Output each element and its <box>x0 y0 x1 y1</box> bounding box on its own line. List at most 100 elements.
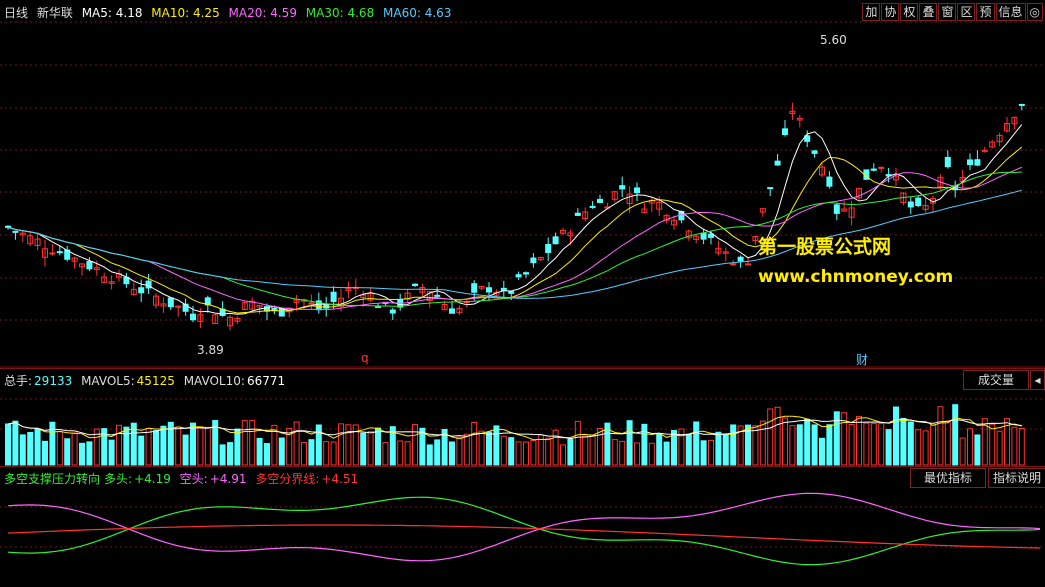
volume-bar <box>1011 426 1018 466</box>
candle-body <box>700 232 707 240</box>
rights-button[interactable]: 权 <box>900 3 919 21</box>
volume-chart[interactable] <box>0 369 1045 466</box>
candle-body <box>1004 122 1010 132</box>
candle-body <box>190 313 196 321</box>
candle-body <box>160 303 167 307</box>
candle-body <box>175 305 182 308</box>
volume-bar <box>604 422 611 466</box>
volume-bar <box>345 424 352 466</box>
volume-bar <box>34 428 41 466</box>
candle-body <box>227 316 233 327</box>
low-price-label: 3.89 <box>197 343 224 357</box>
volume-bar <box>190 422 196 466</box>
indicator-panel[interactable]: 多空支撑压力转向 多头: +4.19 空头: +4.91 多空分界线: +4.51 最优… <box>0 466 1045 587</box>
candle-body <box>197 314 204 322</box>
add-button[interactable]: 加 <box>862 3 881 21</box>
volume-bar <box>197 426 204 466</box>
candle-body <box>752 235 759 242</box>
candle-body <box>767 187 774 190</box>
ma5-label: MA5: 4.18 <box>81 6 143 20</box>
volume-bar <box>774 406 781 466</box>
candle-body <box>360 294 367 299</box>
volume-bar <box>796 424 803 466</box>
volume-bar <box>182 434 189 466</box>
candle-body <box>789 110 796 114</box>
candle-body <box>293 299 300 303</box>
mavol10-line <box>7 418 1022 440</box>
range-button[interactable]: 区 <box>957 3 976 21</box>
volume-bar <box>264 443 270 466</box>
volume-tab[interactable]: 成交量 <box>963 370 1029 390</box>
volume-bar <box>278 437 285 466</box>
candle-body <box>71 257 78 262</box>
candle-body <box>86 261 93 270</box>
volume-bar <box>167 421 174 466</box>
volume-bar <box>930 424 936 466</box>
volume-bar <box>752 425 759 466</box>
volume-bar <box>360 432 367 466</box>
volume-bar <box>500 435 507 466</box>
candle-body <box>582 211 589 219</box>
volume-bar <box>463 433 470 466</box>
price-panel[interactable]: 日线 新华联 MA5: 4.18 MA10: 4.25 MA20: 4.59 M… <box>0 0 1045 368</box>
indicator-chart[interactable] <box>0 467 1045 587</box>
volume-bar <box>589 434 596 466</box>
volume-bar <box>552 429 559 466</box>
volume-bar <box>86 441 93 466</box>
candle-body <box>212 314 219 325</box>
volume-header: 总手: 29133 MAVOL5: 45125 MAVOL10: 66771 <box>4 372 290 389</box>
candle-body <box>56 251 63 254</box>
volume-bar <box>219 444 226 466</box>
target-icon[interactable]: ◎ <box>1026 3 1043 21</box>
volume-bar <box>656 434 663 466</box>
window-button[interactable]: 窗 <box>938 3 957 21</box>
volume-bar <box>693 421 700 466</box>
toolbar: 加 协 权 叠 窗 区 预 信息 ◎ <box>861 3 1043 21</box>
candle-body <box>167 297 174 308</box>
ma60-line <box>7 189 1022 299</box>
info-button[interactable]: 信息 <box>995 3 1026 21</box>
volume-panel[interactable]: 总手: 29133 MAVOL5: 45125 MAVOL10: 66771 成交量 … <box>0 368 1045 466</box>
candle-body <box>745 263 751 266</box>
volume-bar <box>722 434 729 466</box>
volume-bar <box>116 424 122 466</box>
short-line <box>7 492 1041 562</box>
candle-body <box>367 293 374 301</box>
volume-bar <box>130 422 137 466</box>
candle-body <box>278 308 285 317</box>
candle-body <box>241 302 248 311</box>
best-indicator-tab[interactable]: 最优指标 <box>910 468 986 488</box>
volume-tab-arrow[interactable]: ◂ <box>1030 370 1045 390</box>
volume-bar <box>967 428 973 466</box>
volume-bar <box>671 430 677 466</box>
mavol10-label: MAVOL10: <box>183 374 245 388</box>
volume-bar <box>989 423 996 466</box>
forecast-button[interactable]: 预 <box>976 3 995 21</box>
volume-bar <box>323 441 330 466</box>
volume-bar <box>330 441 337 466</box>
candle-body <box>619 185 626 190</box>
volume-bar <box>493 425 500 466</box>
candle-body <box>338 297 344 307</box>
ma20-label: MA20: 4.59 <box>228 6 297 20</box>
assist-button[interactable]: 协 <box>881 3 900 21</box>
event-q-marker[interactable]: q <box>361 351 369 365</box>
candle-body <box>567 232 574 237</box>
overlay-button[interactable]: 叠 <box>919 3 938 21</box>
candle-body <box>486 287 492 293</box>
candle-body <box>826 176 833 187</box>
volume-bar <box>397 440 404 466</box>
event-finance-marker[interactable]: 财 <box>856 353 869 367</box>
volume-bar <box>745 424 751 466</box>
candle-body <box>5 225 11 228</box>
candle-body <box>796 117 803 121</box>
indicator-help-tab[interactable]: 指标说明 <box>988 468 1045 488</box>
divide-line <box>7 524 1041 549</box>
volume-bar <box>648 442 655 466</box>
volume-bar <box>708 439 714 466</box>
long-value: +4.19 <box>134 472 171 486</box>
volume-bar <box>915 429 922 466</box>
volume-bar <box>937 406 944 466</box>
price-chart[interactable] <box>0 0 1045 368</box>
candle-body <box>419 287 426 293</box>
